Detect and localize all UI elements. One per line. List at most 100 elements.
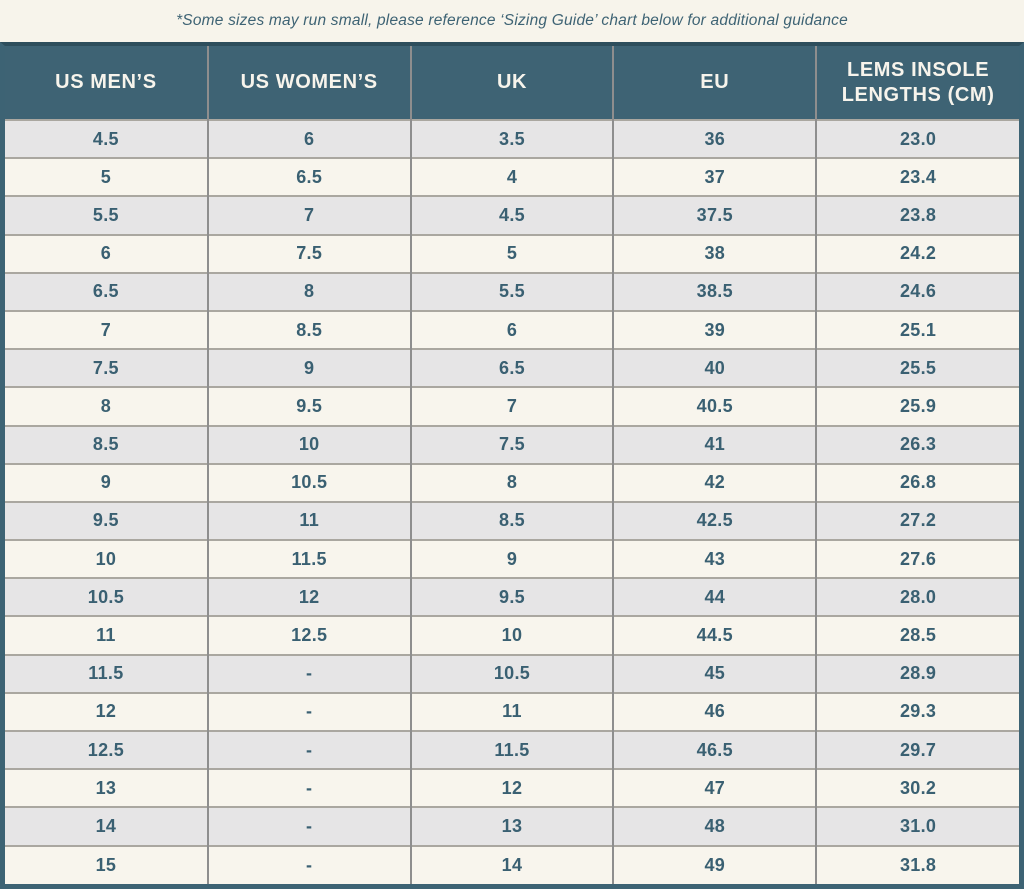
size-cell: 26.3 (815, 424, 1019, 464)
size-cell: 8 (206, 271, 411, 311)
size-cell: 11 (206, 500, 411, 541)
size-cell: 29.7 (815, 729, 1019, 770)
size-cell: 14 (409, 844, 614, 884)
column-header-eu: EU (612, 46, 817, 120)
size-cell: - (206, 768, 411, 808)
size-cell: 5 (409, 233, 614, 273)
table-row: 7.5 9 6.5 40 25.5 (5, 348, 1019, 388)
table-row: 7 8.5 6 39 25.1 (5, 309, 1019, 350)
size-cell: 42 (612, 462, 817, 502)
size-cell: 5.5 (409, 271, 614, 311)
size-cell: 13 (409, 806, 614, 846)
table-row: 6 7.5 5 38 24.2 (5, 233, 1019, 273)
table-row: 9.5 11 8.5 42.5 27.2 (5, 500, 1019, 541)
table-row: 10.5 12 9.5 44 28.0 (5, 577, 1019, 617)
sizing-note: *Some sizes may run small, please refere… (176, 12, 848, 29)
size-cell: 12.5 (5, 729, 208, 770)
sizing-table-wrap: US MEN’S US WOMEN’S UK EU LEMS INSOLE LE… (0, 42, 1024, 889)
size-cell: 12 (409, 768, 614, 808)
size-cell: 6.5 (206, 157, 411, 197)
size-cell: 43 (612, 539, 817, 579)
size-cell: 8.5 (206, 309, 411, 350)
size-cell: 9 (5, 462, 208, 502)
size-cell: 10 (409, 615, 614, 655)
size-cell: 15 (5, 844, 208, 884)
size-cell: 4.5 (5, 118, 208, 159)
sizing-table-body: 4.5 6 3.5 36 23.0 5 6.5 4 37 23.4 5.5 7 4.5 37.5 23.8 6… (5, 118, 1019, 884)
size-cell: 3.5 (409, 118, 614, 159)
size-cell: 11.5 (206, 539, 411, 579)
size-cell: 6 (409, 309, 614, 350)
size-cell: 23.0 (815, 118, 1019, 159)
size-cell: 41 (612, 424, 817, 464)
size-cell: 24.6 (815, 271, 1019, 311)
size-cell: 23.4 (815, 157, 1019, 197)
size-cell: 49 (612, 844, 817, 884)
size-cell: 7 (206, 195, 411, 235)
size-cell: 40 (612, 348, 817, 388)
size-cell: 6.5 (5, 271, 208, 311)
table-row: 12.5-11.5 46.5 29.7 (5, 729, 1019, 770)
table-row: 4.5 6 3.5 36 23.0 (5, 118, 1019, 159)
size-cell: 37.5 (612, 195, 817, 235)
size-cell: 7.5 (206, 233, 411, 273)
size-cell: 11.5 (5, 653, 208, 693)
size-cell: - (206, 653, 411, 693)
size-cell: 38 (612, 233, 817, 273)
column-header-uk: UK (409, 46, 614, 120)
size-cell: 47 (612, 768, 817, 808)
size-cell: 31.0 (815, 806, 1019, 846)
sizing-table: US MEN’S US WOMEN’S UK EU LEMS INSOLE LE… (5, 46, 1019, 884)
size-cell: 42.5 (612, 500, 817, 541)
size-cell: - (206, 729, 411, 770)
size-cell: 36 (612, 118, 817, 159)
table-row: 14-13 48 31.0 (5, 806, 1019, 846)
size-cell: 23.8 (815, 195, 1019, 235)
size-cell: 9 (206, 348, 411, 388)
size-cell: - (206, 691, 411, 731)
size-cell: 29.3 (815, 691, 1019, 731)
size-cell: 13 (5, 768, 208, 808)
size-cell: 38.5 (612, 271, 817, 311)
size-cell: 6.5 (409, 348, 614, 388)
size-cell: 48 (612, 806, 817, 846)
column-header-us-womens: US WOMEN’S (206, 46, 411, 120)
size-cell: - (206, 806, 411, 846)
table-row: 9 10.5 8 42 26.8 (5, 462, 1019, 502)
size-cell: 14 (5, 806, 208, 846)
size-cell: - (206, 844, 411, 884)
size-cell: 39 (612, 309, 817, 350)
size-cell: 44.5 (612, 615, 817, 655)
size-cell: 25.9 (815, 386, 1019, 426)
table-row: 13-12 47 30.2 (5, 768, 1019, 808)
size-cell: 10.5 (206, 462, 411, 502)
size-cell: 27.2 (815, 500, 1019, 541)
table-row: 11.5-10.5 45 28.9 (5, 653, 1019, 693)
size-cell: 9 (409, 539, 614, 579)
size-cell: 37 (612, 157, 817, 197)
size-cell: 8 (409, 462, 614, 502)
size-cell: 8.5 (409, 500, 614, 541)
size-cell: 9.5 (206, 386, 411, 426)
size-cell: 11 (5, 615, 208, 655)
table-row: 15-14 49 31.8 (5, 844, 1019, 884)
size-cell: 25.1 (815, 309, 1019, 350)
sizing-table-header: US MEN’S US WOMEN’S UK EU LEMS INSOLE LE… (5, 46, 1019, 120)
table-row: 8.5 10 7.5 41 26.3 (5, 424, 1019, 464)
size-cell: 24.2 (815, 233, 1019, 273)
size-cell: 8.5 (5, 424, 208, 464)
size-cell: 30.2 (815, 768, 1019, 808)
table-row: 5 6.5 4 37 23.4 (5, 157, 1019, 197)
size-cell: 12 (5, 691, 208, 731)
size-cell: 26.8 (815, 462, 1019, 502)
size-cell: 9.5 (5, 500, 208, 541)
size-cell: 10 (5, 539, 208, 579)
size-cell: 4 (409, 157, 614, 197)
size-cell: 4.5 (409, 195, 614, 235)
size-cell: 12 (206, 577, 411, 617)
size-cell: 10.5 (409, 653, 614, 693)
size-cell: 25.5 (815, 348, 1019, 388)
size-cell: 10 (206, 424, 411, 464)
table-row: 10 11.5 9 43 27.6 (5, 539, 1019, 579)
size-cell: 27.6 (815, 539, 1019, 579)
